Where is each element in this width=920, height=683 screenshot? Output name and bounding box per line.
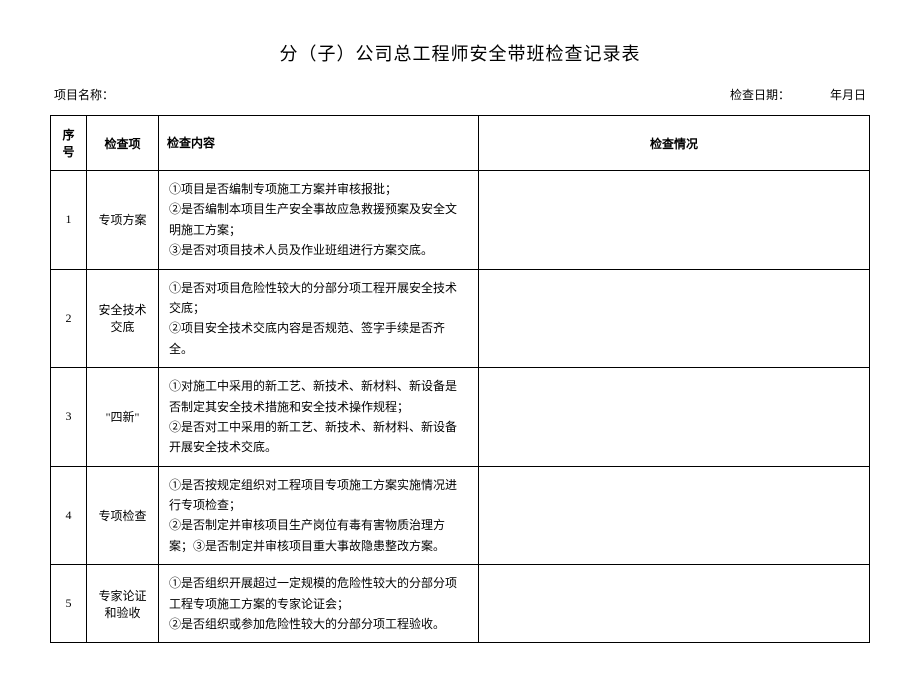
cell-seq: 2 <box>51 269 87 368</box>
cell-status <box>479 171 870 270</box>
table-row: 1 专项方案 ①项目是否编制专项施工方案并审核报批；②是否编制本项目生产安全事故… <box>51 171 870 270</box>
cell-content: ①对施工中采用的新工艺、新技术、新材料、新设备是否制定其安全技术措施和安全技术操… <box>159 368 479 467</box>
inspection-table: 序号 检查项 检查内容 检查情况 1 专项方案 ①项目是否编制专项施工方案并审核… <box>50 115 870 643</box>
cell-status <box>479 565 870 643</box>
cell-item: 专项方案 <box>87 171 159 270</box>
cell-content: ①是否对项目危险性较大的分部分项工程开展安全技术交底；②项目安全技术交底内容是否… <box>159 269 479 368</box>
cell-seq: 1 <box>51 171 87 270</box>
cell-seq: 4 <box>51 466 87 565</box>
cell-item: 专家论证和验收 <box>87 565 159 643</box>
header-row: 项目名称： 检查日期： 年月日 <box>50 86 870 103</box>
table-row: 2 安全技术交底 ①是否对项目危险性较大的分部分项工程开展安全技术交底；②项目安… <box>51 269 870 368</box>
cell-seq: 5 <box>51 565 87 643</box>
table-row: 4 专项检查 ①是否按规定组织对工程项目专项施工方案实施情况进行专项检查；②是否… <box>51 466 870 565</box>
cell-status <box>479 466 870 565</box>
cell-content: ①项目是否编制专项施工方案并审核报批；②是否编制本项目生产安全事故应急救援预案及… <box>159 171 479 270</box>
cell-content: ①是否组织开展超过一定规模的危险性较大的分部分项工程专项施工方案的专家论证会；②… <box>159 565 479 643</box>
col-header-status: 检查情况 <box>479 116 870 171</box>
cell-content: ①是否按规定组织对工程项目专项施工方案实施情况进行专项检查；②是否制定并审核项目… <box>159 466 479 565</box>
table-header-row: 序号 检查项 检查内容 检查情况 <box>51 116 870 171</box>
cell-seq: 3 <box>51 368 87 467</box>
page-title: 分（子）公司总工程师安全带班检查记录表 <box>50 40 870 66</box>
check-date-label: 检查日期： <box>730 86 790 103</box>
table-row: 5 专家论证和验收 ①是否组织开展超过一定规模的危险性较大的分部分项工程专项施工… <box>51 565 870 643</box>
table-row: 3 "四新" ①对施工中采用的新工艺、新技术、新材料、新设备是否制定其安全技术措… <box>51 368 870 467</box>
cell-item: 安全技术交底 <box>87 269 159 368</box>
cell-status <box>479 368 870 467</box>
cell-item: "四新" <box>87 368 159 467</box>
cell-status <box>479 269 870 368</box>
check-date-value: 年月日 <box>830 86 866 103</box>
col-header-item: 检查项 <box>87 116 159 171</box>
col-header-content: 检查内容 <box>159 116 479 171</box>
col-header-seq: 序号 <box>51 116 87 171</box>
project-name-label: 项目名称： <box>54 86 730 103</box>
cell-item: 专项检查 <box>87 466 159 565</box>
